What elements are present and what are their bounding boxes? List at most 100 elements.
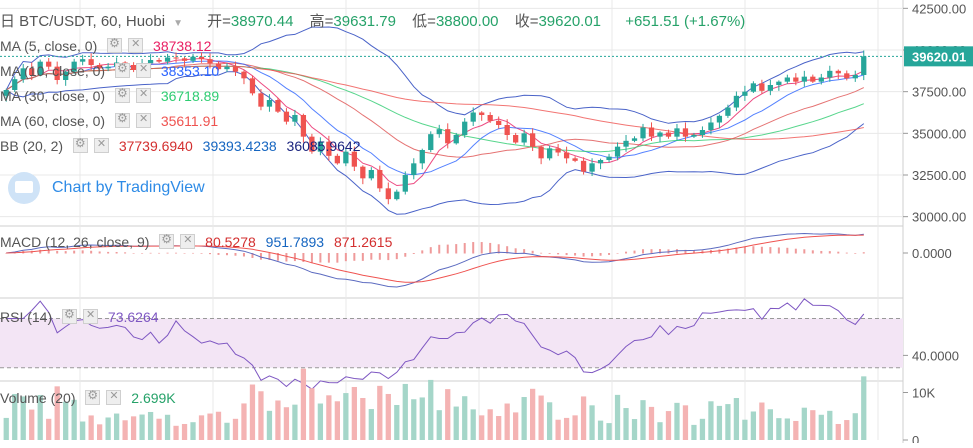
macd-histogram-bar [276,253,279,261]
volume-bar [733,398,740,440]
close-icon[interactable] [135,87,151,103]
rsi-line [6,298,865,390]
candle-body [810,76,816,82]
volume-bar [742,419,748,440]
rsi-pane [6,298,865,390]
gear-icon[interactable] [114,86,130,103]
volume-bar [156,418,162,440]
volume-bar [470,409,476,440]
macd-histogram-bar [557,253,560,255]
gear-icon[interactable] [114,61,130,78]
candle-body [657,132,663,137]
candle-body [351,151,357,167]
tradingview-branding[interactable]: Chart by TradingView [8,172,205,204]
volume-bar [708,401,714,440]
gear-icon[interactable] [72,136,88,153]
gear-icon[interactable] [107,36,123,53]
volume-bar [309,388,315,440]
high-value: 39631.79 [333,13,396,30]
macd-histogram-bar [446,244,449,254]
candle-body [691,135,697,137]
candle-body [63,71,69,80]
volume-bar [3,417,9,440]
candle-body [105,66,111,69]
macd-histogram-bar [404,253,407,257]
candle-body [462,121,468,135]
close-icon[interactable] [180,233,196,249]
candle-body [563,152,570,159]
macd-histogram-bar [141,253,144,254]
change-value: +651.51 (+1.67%) [625,13,746,30]
close-icon[interactable] [128,37,144,53]
ma60-legend[interactable]: MA (60, close, 0) 35611.91 [0,111,224,129]
candle-body [385,188,391,200]
macd-histogram-bar [854,253,857,254]
macd-histogram-bar [166,252,169,254]
gear-icon[interactable] [85,388,101,405]
candle-body [674,128,680,137]
candle-body [589,163,595,172]
candle-body [411,163,417,175]
candle-body [37,61,43,75]
volume-bar [623,408,629,440]
close-icon[interactable] [135,62,151,78]
candle-body [750,83,757,92]
macd-histogram-bar [158,252,161,254]
candle-body [326,141,332,156]
macd-histogram-bar [132,253,135,254]
ma30-legend[interactable]: MA (30, close, 0) 36718.89 [0,86,225,104]
macd-histogram-bar [421,250,424,254]
symbol-legend[interactable]: 日 BTC/USDT, 60, Huobi ▼ 开=38970.44 高=3963… [0,10,751,31]
macd-histogram-bar [794,248,797,254]
macd-histogram-bar [361,253,364,261]
candle-body [767,85,773,91]
volume-bar [784,418,790,440]
gear-icon[interactable] [159,232,175,249]
bb-legend[interactable]: BB (20, 2) 37739.6940 39393.4238 36085.9… [0,136,367,154]
gear-icon[interactable] [62,307,78,324]
gear-icon[interactable] [114,111,130,128]
close-icon[interactable] [93,137,109,153]
candle-body [470,112,476,122]
macd-histogram-bar [56,250,59,254]
macd-histogram-bar [650,249,653,254]
candle-body [334,155,340,164]
macd-legend[interactable]: MACD (12, 26, close, 9) 80.5278 951.7893… [0,232,398,250]
ma60-label: MA (60, close, 0) [0,113,106,129]
candle-body [198,56,205,60]
candle-body [733,95,740,108]
candle-body [496,120,502,125]
candle-body [504,125,510,135]
branding-text[interactable]: Chart by TradingView [52,179,205,196]
macd-histogram-bar [47,249,50,254]
candle-body [232,66,239,72]
ma10-legend[interactable]: MA (10, close, 0) 38353.10 [0,61,225,79]
candle-body [776,81,782,85]
volume-bar [589,405,595,440]
bb-basis-value: 37739.6940 [118,138,193,154]
volume-tick-label: 0 [912,433,919,443]
volume-bar [385,393,391,440]
close-icon[interactable] [83,308,99,324]
macd-histogram-bar [506,246,509,254]
macd-histogram-bar [769,247,772,254]
volume-bar [682,405,689,440]
candle-body [394,191,400,200]
macd-histogram-bar [319,253,322,263]
volume-label: Volume (20) [0,390,76,406]
candle-body [368,170,374,179]
macd-histogram-bar [811,250,814,254]
close-icon[interactable] [135,112,151,128]
candle-body [716,115,723,123]
chevron-down-icon[interactable]: ▼ [173,18,183,29]
candle-body [71,61,77,72]
rsi-legend[interactable]: RSI (14) 73.6264 [0,307,165,325]
ma5-legend[interactable]: MA (5, close, 0) 38738.12 [0,36,217,54]
volume-bar [139,414,145,440]
volume-legend[interactable]: Volume (20) 2.699K [0,388,182,406]
close-icon[interactable] [106,389,122,405]
symbol-label[interactable]: 日 BTC/USDT, 60, Huobi [0,13,166,30]
macd-histogram-bar [828,251,831,254]
